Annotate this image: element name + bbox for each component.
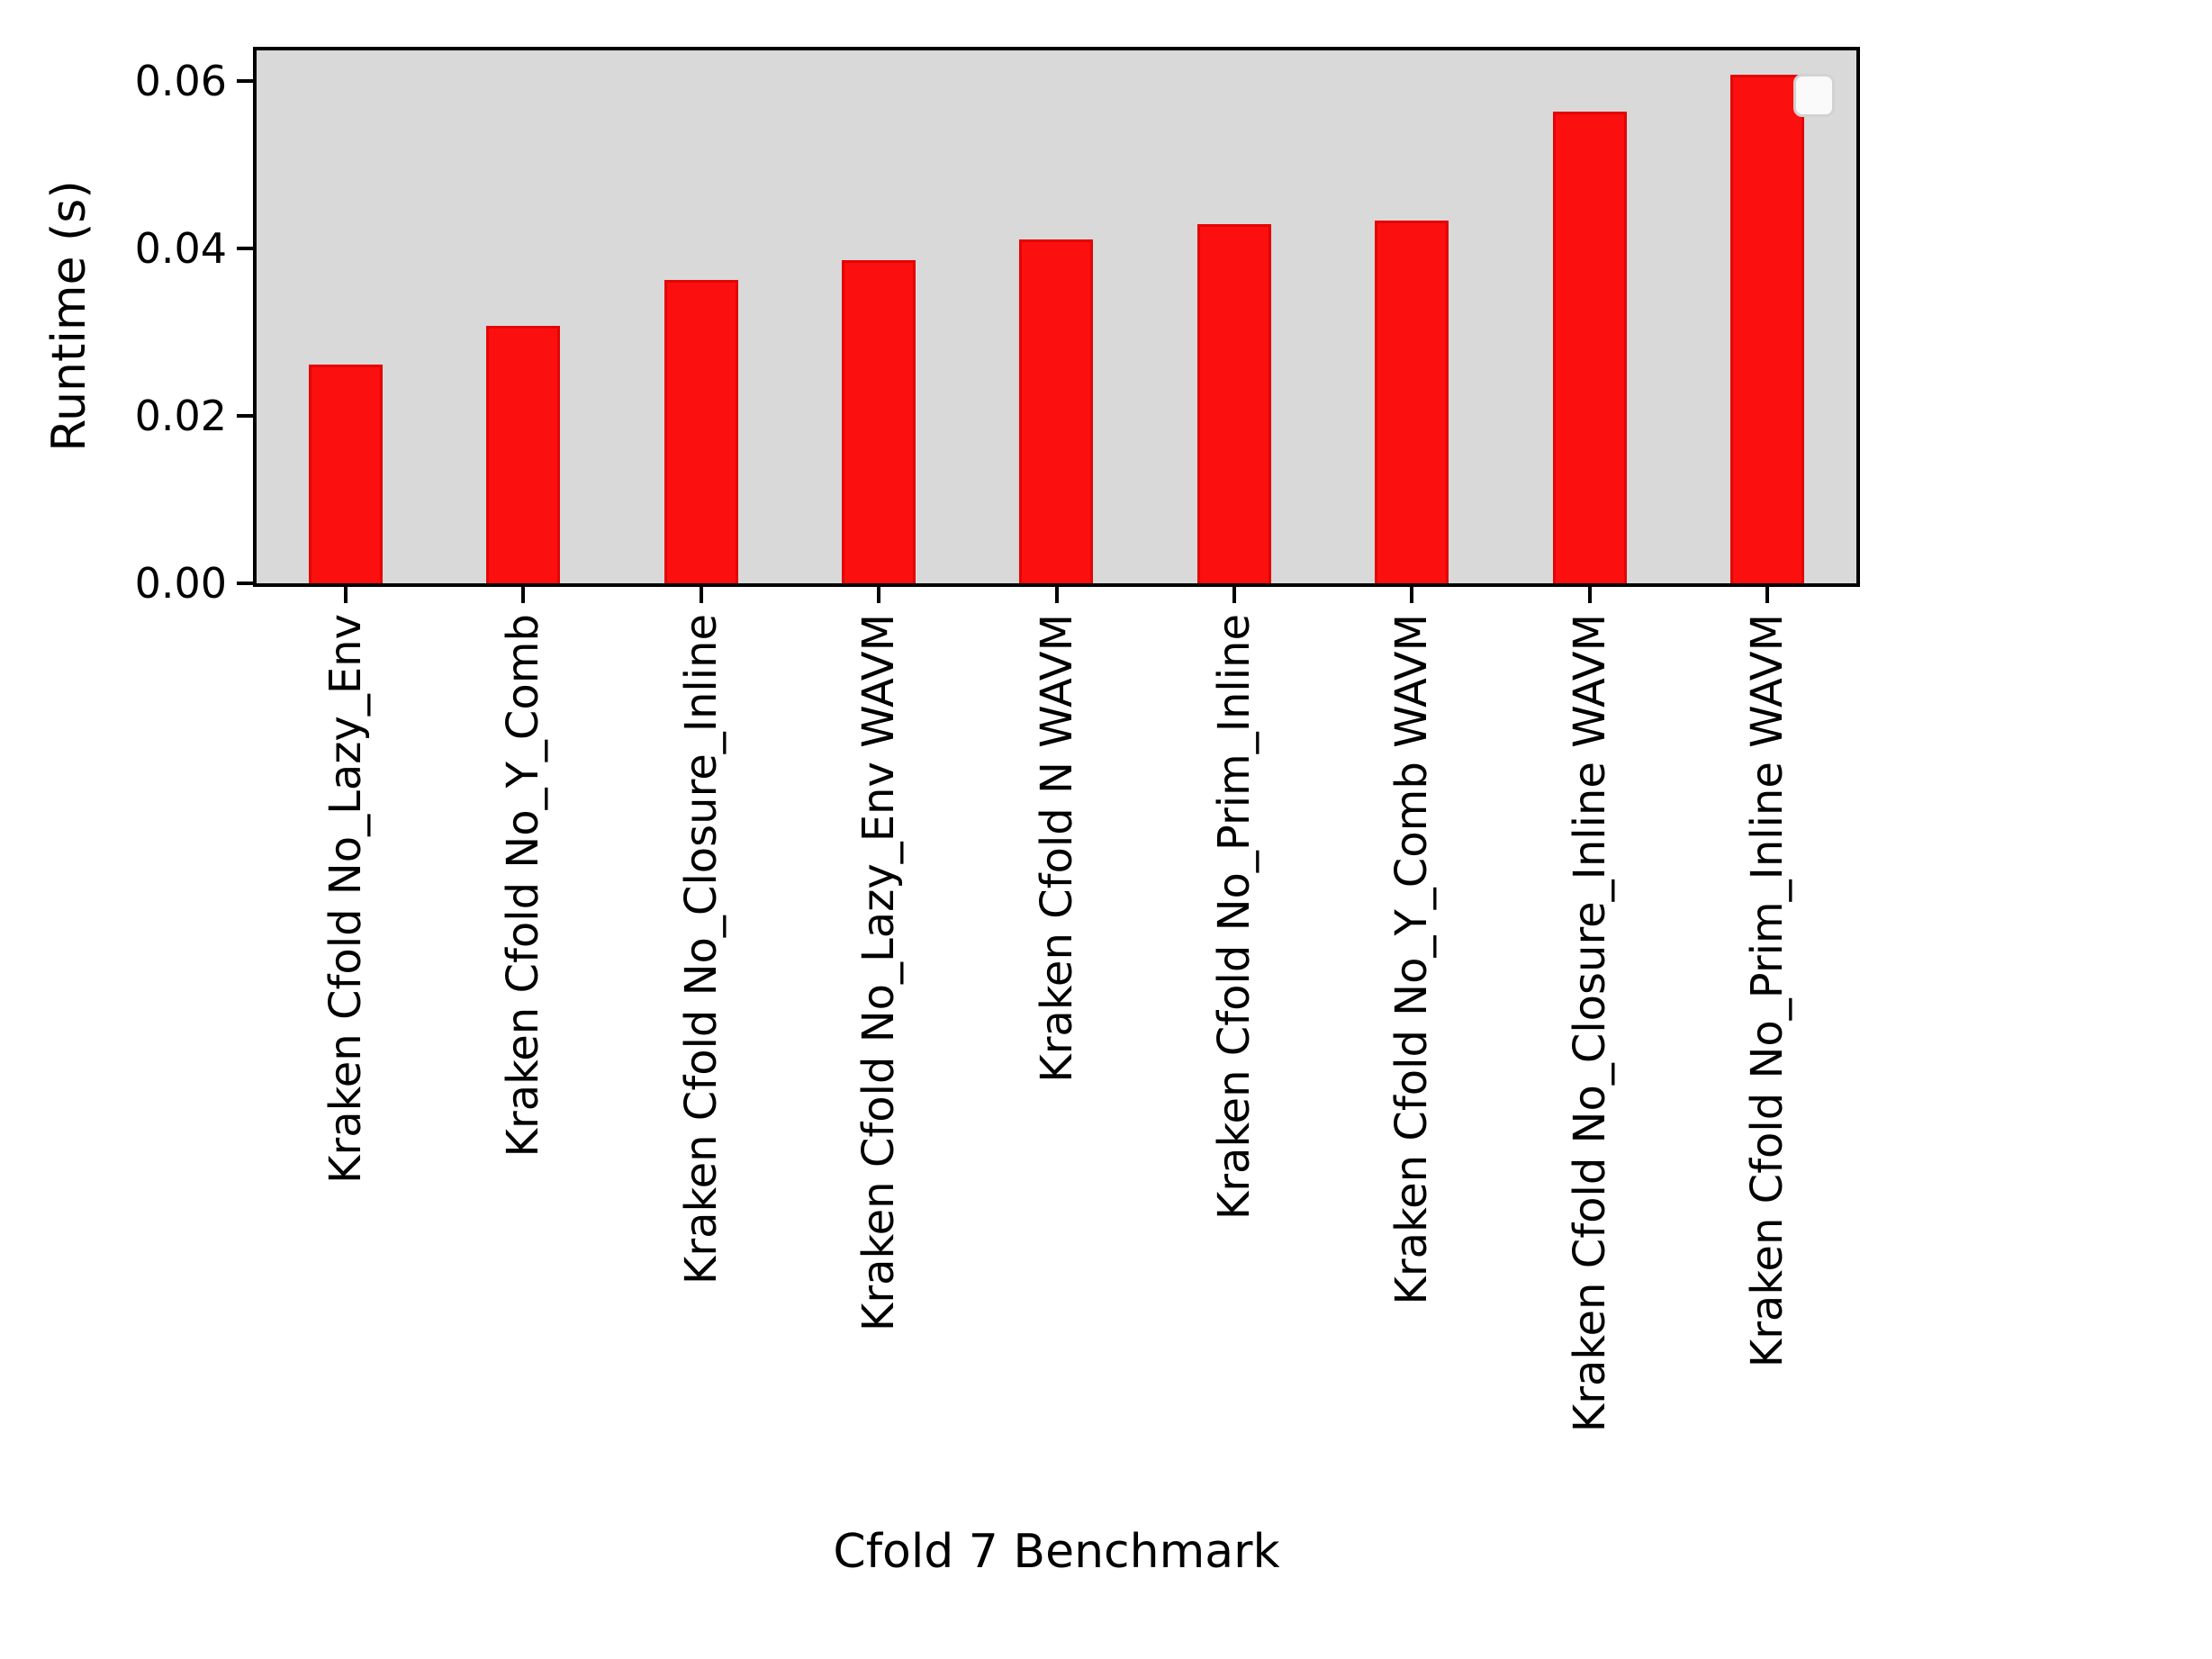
bar-slot bbox=[790, 50, 967, 583]
bar-slot bbox=[1323, 50, 1501, 583]
y-tick-label: 0.00 bbox=[134, 559, 227, 608]
bar-6 bbox=[1196, 224, 1271, 583]
y-tick-label: 0.02 bbox=[134, 392, 227, 441]
x-tick-label-9: Kraken Cfold No_Prim_Inline WAVM bbox=[1742, 614, 1793, 1368]
x-tick-mark bbox=[1765, 583, 1770, 603]
x-tick-mark bbox=[343, 583, 348, 603]
bar-8 bbox=[1552, 111, 1627, 583]
y-tick-label: 0.06 bbox=[134, 57, 227, 106]
x-axis-labels: Kraken Cfold No_Lazy_Env Kraken Cfold No_… bbox=[257, 614, 1856, 1514]
x-tick-label-7: Kraken Cfold No_Y_Comb WAVM bbox=[1386, 614, 1438, 1305]
y-tick-label: 0.04 bbox=[134, 224, 227, 274]
bar-4 bbox=[842, 260, 916, 583]
bar-slot bbox=[1501, 50, 1678, 583]
bar-3 bbox=[664, 279, 738, 583]
x-tick-mark bbox=[1587, 583, 1592, 603]
x-tick-mark bbox=[699, 583, 703, 603]
x-tick-mark bbox=[1232, 583, 1236, 603]
bar-slot bbox=[434, 50, 611, 583]
legend-box bbox=[1793, 74, 1835, 117]
x-axis-title: Cfold 7 Benchmark bbox=[833, 1525, 1280, 1579]
bar-1 bbox=[308, 364, 383, 583]
x-tick-mark bbox=[1054, 583, 1059, 603]
bars-container bbox=[257, 50, 1856, 583]
x-tick-label-5: Kraken Cfold N WAVM bbox=[1031, 614, 1082, 1083]
x-tick-label-3: Kraken Cfold No_Closure_Inline bbox=[675, 614, 727, 1285]
bar-5 bbox=[1019, 239, 1094, 583]
y-tick-mark bbox=[237, 582, 257, 585]
x-tick-mark bbox=[1410, 583, 1414, 603]
bar-slot bbox=[612, 50, 790, 583]
x-tick-label-4: Kraken Cfold No_Lazy_Env WAVM bbox=[853, 614, 905, 1332]
bar-2 bbox=[486, 325, 561, 583]
x-tick-label-1: Kraken Cfold No_Lazy_Env bbox=[320, 614, 371, 1184]
x-tick-label-2: Kraken Cfold No_Y_Comb bbox=[498, 614, 549, 1158]
x-tick-label-8: Kraken Cfold No_Closure_Inline WAVM bbox=[1564, 614, 1615, 1433]
bar-slot bbox=[1679, 50, 1856, 583]
y-tick-mark bbox=[237, 79, 257, 84]
bar-slot bbox=[257, 50, 434, 583]
bar-9 bbox=[1730, 74, 1805, 583]
x-tick-label-6: Kraken Cfold No_Prim_Inline bbox=[1208, 614, 1259, 1221]
bar-slot bbox=[1145, 50, 1323, 583]
y-tick-mark bbox=[237, 247, 257, 251]
x-tick-mark bbox=[521, 583, 526, 603]
y-tick-mark bbox=[237, 414, 257, 419]
bar-slot bbox=[968, 50, 1145, 583]
bar-7 bbox=[1375, 220, 1449, 583]
x-tick-mark bbox=[877, 583, 881, 603]
